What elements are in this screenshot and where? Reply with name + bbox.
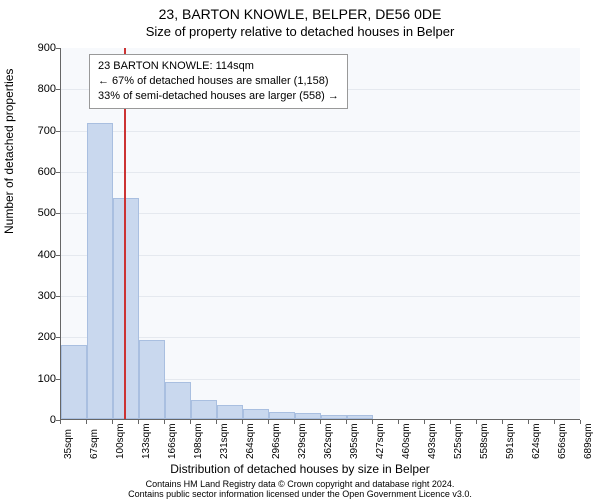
callout-box: 23 BARTON KNOWLE: 114sqm ← 67% of detach…	[89, 54, 348, 109]
xtick-label: 329sqm	[297, 423, 308, 459]
xtick-mark	[138, 420, 139, 424]
xtick-label: 35sqm	[63, 429, 74, 459]
ytick-label: 100	[20, 373, 56, 385]
ytick-label: 400	[20, 249, 56, 261]
gridline	[61, 172, 580, 173]
xtick-label: 362sqm	[323, 423, 334, 459]
ytick-label: 700	[20, 125, 56, 137]
ytick-label: 600	[20, 166, 56, 178]
ytick-mark	[56, 379, 60, 380]
xtick-mark	[320, 420, 321, 424]
ytick-label: 900	[20, 42, 56, 54]
ytick-mark	[56, 48, 60, 49]
x-axis-label: Distribution of detached houses by size …	[0, 462, 600, 476]
xtick-mark	[268, 420, 269, 424]
histogram-bar	[217, 405, 243, 419]
xtick-label: 100sqm	[115, 423, 126, 459]
histogram-bar	[321, 415, 347, 419]
xtick-mark	[450, 420, 451, 424]
histogram-bar	[295, 413, 321, 419]
xtick-mark	[476, 420, 477, 424]
callout-line-1: 23 BARTON KNOWLE: 114sqm	[98, 59, 339, 74]
ytick-mark	[56, 337, 60, 338]
xtick-mark	[216, 420, 217, 424]
y-axis-label: Number of detached properties	[2, 69, 16, 234]
xtick-mark	[372, 420, 373, 424]
xtick-mark	[398, 420, 399, 424]
histogram-bar	[61, 345, 87, 419]
histogram-bar	[113, 198, 139, 419]
xtick-label: 656sqm	[557, 423, 568, 459]
xtick-mark	[164, 420, 165, 424]
chart-title: 23, BARTON KNOWLE, BELPER, DE56 0DE	[0, 6, 600, 22]
histogram-bar	[269, 412, 295, 419]
ytick-label: 0	[20, 414, 56, 426]
xtick-label: 591sqm	[505, 423, 516, 459]
ytick-mark	[56, 213, 60, 214]
xtick-label: 460sqm	[401, 423, 412, 459]
ytick-mark	[56, 255, 60, 256]
chart-container: 23, BARTON KNOWLE, BELPER, DE56 0DE Size…	[0, 0, 600, 500]
xtick-label: 525sqm	[453, 423, 464, 459]
ytick-mark	[56, 89, 60, 90]
histogram-bar	[243, 409, 269, 419]
plot-area: 23 BARTON KNOWLE: 114sqm ← 67% of detach…	[60, 48, 580, 420]
xtick-label: 624sqm	[531, 423, 542, 459]
callout-line-2: ← 67% of detached houses are smaller (1,…	[98, 74, 339, 89]
footer-line-2: Contains public sector information licen…	[128, 489, 472, 499]
xtick-label: 558sqm	[479, 423, 490, 459]
ytick-mark	[56, 296, 60, 297]
xtick-mark	[86, 420, 87, 424]
xtick-label: 689sqm	[583, 423, 594, 459]
xtick-label: 264sqm	[245, 423, 256, 459]
histogram-bar	[87, 123, 113, 419]
xtick-label: 198sqm	[193, 423, 204, 459]
gridline	[61, 131, 580, 132]
ytick-mark	[56, 172, 60, 173]
xtick-mark	[424, 420, 425, 424]
footer-line-1: Contains HM Land Registry data © Crown c…	[146, 479, 455, 489]
xtick-mark	[528, 420, 529, 424]
xtick-mark	[242, 420, 243, 424]
callout-line-3: 33% of semi-detached houses are larger (…	[98, 89, 339, 104]
chart-subtitle: Size of property relative to detached ho…	[0, 24, 600, 39]
ytick-label: 300	[20, 290, 56, 302]
ytick-label: 200	[20, 331, 56, 343]
xtick-mark	[502, 420, 503, 424]
ytick-mark	[56, 131, 60, 132]
xtick-label: 493sqm	[427, 423, 438, 459]
ytick-label: 500	[20, 207, 56, 219]
histogram-bar	[191, 400, 217, 419]
xtick-label: 166sqm	[167, 423, 178, 459]
xtick-label: 427sqm	[375, 423, 386, 459]
xtick-mark	[190, 420, 191, 424]
xtick-label: 133sqm	[141, 423, 152, 459]
xtick-label: 231sqm	[219, 423, 230, 459]
xtick-label: 296sqm	[271, 423, 282, 459]
histogram-bar	[139, 340, 165, 419]
xtick-mark	[294, 420, 295, 424]
footer-text: Contains HM Land Registry data © Crown c…	[0, 480, 600, 500]
histogram-bar	[347, 415, 373, 419]
xtick-mark	[346, 420, 347, 424]
xtick-label: 67sqm	[89, 429, 100, 459]
histogram-bar	[165, 382, 191, 419]
xtick-mark	[112, 420, 113, 424]
xtick-mark	[60, 420, 61, 424]
xtick-mark	[580, 420, 581, 424]
ytick-label: 800	[20, 83, 56, 95]
xtick-mark	[554, 420, 555, 424]
xtick-label: 395sqm	[349, 423, 360, 459]
